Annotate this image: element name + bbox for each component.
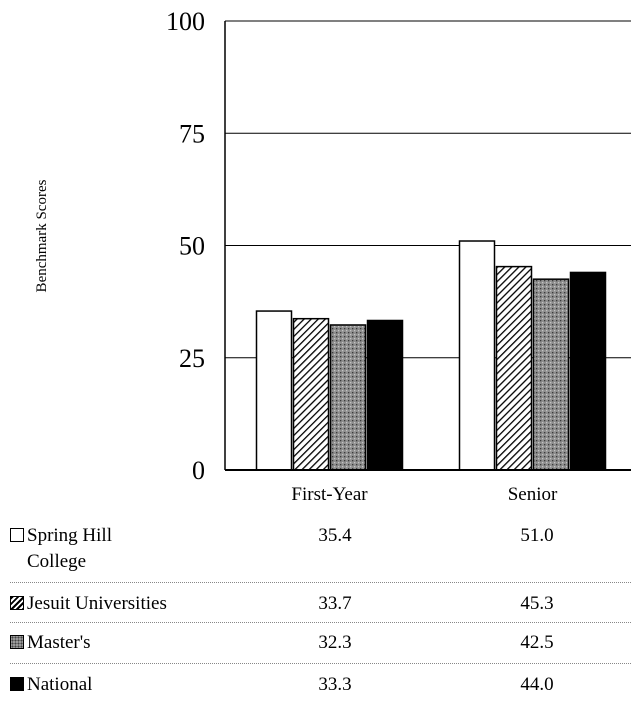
bar [366,319,404,471]
legend-label: National [27,674,93,695]
legend-label: Jesuit Universities [27,593,167,614]
x-category-label: First-Year [291,484,368,500]
bar [329,324,367,471]
data-value: 44.0 [520,674,554,695]
data-value: 51.0 [520,525,554,546]
bar [292,317,330,471]
y-tick-label: 0 [192,456,205,485]
legend-swatch [10,596,24,610]
data-value: 35.4 [318,525,352,546]
legend-label: Master's [27,632,91,653]
data-value: 33.3 [318,674,352,695]
legend-label: Spring Hill College [27,525,112,572]
y-tick-label: 25 [179,344,205,373]
y-tick-label: 75 [179,119,205,148]
row-divider [10,582,631,583]
bar [569,271,607,471]
legend-entry: Spring Hill College [10,523,112,575]
legend-entry: Master's [10,630,91,656]
bar [458,240,496,471]
data-value: 42.5 [520,632,554,653]
legend-swatch [10,635,24,649]
bar [255,310,293,471]
legend-swatch [10,528,24,542]
legend-swatch [10,677,24,691]
y-tick-label: 100 [166,7,205,36]
bar [495,265,533,471]
data-value: 33.7 [318,593,352,614]
bar-chart: Benchmark Scores 0 25 50 75 100 First-Year Se… [34,7,631,500]
row-divider [10,663,631,664]
y-tick-label: 50 [179,232,205,261]
row-divider [10,622,631,623]
x-category-label: Senior [508,484,558,500]
legend-entry: National [10,672,92,698]
data-value: 32.3 [318,632,352,653]
bar [532,278,570,471]
legend-entry: Jesuit Universities [10,591,167,617]
y-axis-label: Benchmark Scores [34,179,50,292]
data-value: 45.3 [520,593,554,614]
